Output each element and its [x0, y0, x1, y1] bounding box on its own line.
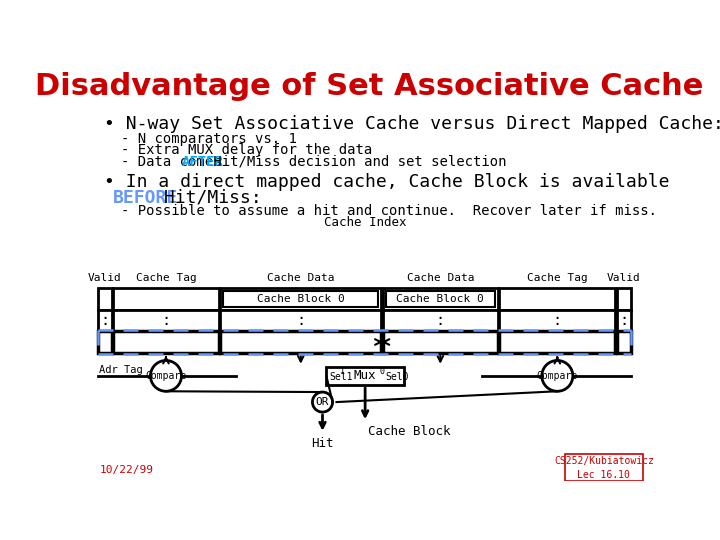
Text: Valid: Valid: [607, 273, 641, 283]
Text: 0: 0: [379, 367, 384, 376]
Text: OR: OR: [316, 397, 329, 407]
Text: :: :: [296, 313, 305, 328]
Text: • In a direct mapped cache, Cache Block is available: • In a direct mapped cache, Cache Block …: [104, 173, 670, 191]
Text: Cache Data: Cache Data: [267, 273, 335, 283]
Bar: [223, 291, 378, 307]
Text: • N-way Set Associative Cache versus Direct Mapped Cache:: • N-way Set Associative Cache versus Dir…: [104, 115, 720, 133]
Text: Hit: Hit: [311, 437, 334, 450]
Bar: [113, 331, 219, 353]
Bar: [617, 331, 631, 353]
Text: Cache Tag: Cache Tag: [527, 273, 588, 283]
Text: - N comparators vs. 1: - N comparators vs. 1: [121, 132, 297, 146]
Text: Cache Index: Cache Index: [324, 217, 406, 230]
Text: Sel1: Sel1: [330, 372, 353, 382]
Text: Disadvantage of Set Associative Cache: Disadvantage of Set Associative Cache: [35, 72, 703, 101]
Bar: [499, 288, 616, 309]
Text: Cache Tag: Cache Tag: [135, 273, 197, 283]
Bar: [113, 288, 219, 309]
Text: Cache Block 0: Cache Block 0: [397, 294, 484, 304]
Text: BEFORE: BEFORE: [113, 189, 179, 207]
Text: :: :: [619, 313, 629, 328]
Bar: [499, 309, 616, 331]
Bar: [383, 309, 498, 331]
Bar: [98, 288, 112, 309]
Text: Compare: Compare: [537, 371, 578, 381]
Text: Sel0: Sel0: [385, 372, 409, 382]
Bar: [220, 309, 382, 331]
Text: :: :: [100, 313, 109, 328]
FancyBboxPatch shape: [565, 455, 642, 481]
Bar: [383, 331, 498, 353]
Text: AFTER: AFTER: [181, 155, 223, 169]
Text: - Possible to assume a hit and continue.  Recover later if miss.: - Possible to assume a hit and continue.…: [121, 204, 657, 218]
Bar: [113, 309, 219, 331]
Bar: [220, 331, 382, 353]
Text: 10/22/99: 10/22/99: [99, 465, 153, 475]
Text: Cache Block: Cache Block: [368, 425, 451, 438]
Text: CS252/Kubiatowicz
Lec 16.10: CS252/Kubiatowicz Lec 16.10: [554, 456, 654, 480]
Bar: [98, 331, 112, 353]
Bar: [386, 291, 495, 307]
Bar: [617, 309, 631, 331]
Text: Compare: Compare: [145, 371, 186, 381]
Text: Cache Data: Cache Data: [407, 273, 474, 283]
Text: :: :: [161, 313, 171, 328]
Text: Mux: Mux: [354, 369, 377, 382]
Bar: [617, 288, 631, 309]
Text: 1: 1: [341, 367, 346, 376]
Text: Adr Tag: Adr Tag: [99, 364, 143, 375]
Text: Hit/Miss:: Hit/Miss:: [153, 189, 262, 207]
Bar: [383, 288, 498, 309]
Text: - Extra MUX delay for the data: - Extra MUX delay for the data: [121, 143, 372, 157]
Bar: [98, 309, 112, 331]
Text: Valid: Valid: [88, 273, 122, 283]
Bar: [220, 288, 382, 309]
Text: Hit/Miss decision and set selection: Hit/Miss decision and set selection: [205, 155, 506, 169]
Text: :: :: [553, 313, 562, 328]
Text: - Data comes: - Data comes: [121, 155, 230, 169]
Bar: [499, 331, 616, 353]
Text: :: :: [436, 313, 445, 328]
Text: Cache Block 0: Cache Block 0: [257, 294, 345, 304]
Bar: [326, 367, 404, 385]
